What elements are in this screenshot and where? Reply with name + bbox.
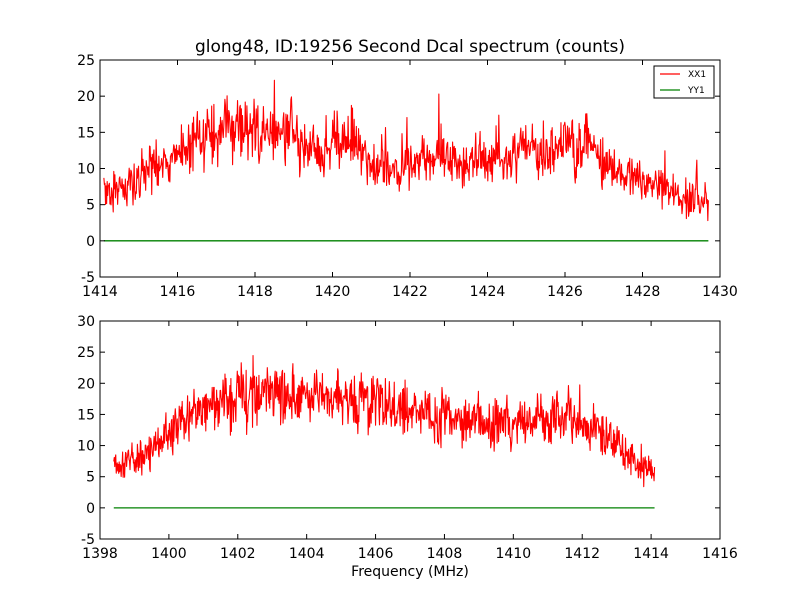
bottom-x-tick-label: 1408 — [427, 546, 463, 562]
top-y-tick-label: 0 — [86, 234, 95, 250]
bottom-x-tick-label: 1410 — [496, 546, 532, 562]
legend-xx1-label: XX1 — [688, 70, 706, 80]
bottom-plot-frame — [99, 320, 721, 540]
top-y-tick-label: 5 — [86, 198, 95, 214]
top-y-tick-label: 15 — [77, 125, 95, 141]
bottom-y-tick-label: 5 — [86, 470, 95, 486]
top-x-tick-label: 1424 — [470, 284, 506, 300]
legend-yy1-label: YY1 — [687, 86, 705, 96]
bottom-x-tick-label: 1406 — [358, 546, 394, 562]
top-x-tick-label: 1426 — [547, 284, 583, 300]
top-chart-title: glong48, ID:19256 Second Dcal spectrum (… — [195, 37, 625, 57]
bottom-y-tick-label: 15 — [77, 407, 95, 423]
legend: XX1 YY1 — [653, 65, 715, 99]
top-plot-marks — [103, 79, 709, 242]
bottom-x-tick-label: 1400 — [151, 546, 187, 562]
top-x-tick-label: 1420 — [315, 284, 351, 300]
bottom-y-tick-label: 30 — [77, 314, 95, 330]
top-y-tick-label: 25 — [77, 53, 95, 69]
bottom-x-tick-label: 1402 — [220, 546, 256, 562]
top-spectrum-plot: 1414 1416 1418 1420 1422 1424 1426 1428 1430 -5 0 5… — [77, 53, 738, 300]
top-y-tick-label: -5 — [81, 270, 95, 286]
bottom-x-tick-label: 1398 — [82, 546, 118, 562]
bottom-y-tick-label: -5 — [81, 532, 95, 548]
bottom-y-tick-label: 0 — [86, 501, 95, 517]
top-x-tick-label: 1430 — [702, 284, 738, 300]
bottom-spectrum-plot: 1398 1400 1402 1404 1406 1408 1410 1412 1414 1416… — [77, 314, 738, 562]
top-x-tick-label: 1428 — [625, 284, 661, 300]
bottom-series-line-0-line — [113, 355, 656, 488]
bottom-x-axis-label: Frequency (MHz) — [351, 564, 469, 580]
bottom-y-tick-label: 25 — [77, 345, 95, 361]
legend-box — [653, 65, 715, 99]
bottom-plot-ticks: 1398 1400 1402 1404 1406 1408 1410 1412 1414 1416… — [77, 314, 738, 562]
top-x-tick-label: 1414 — [82, 284, 118, 300]
bottom-plot-marks — [113, 355, 656, 509]
bottom-y-tick-label: 20 — [77, 376, 95, 392]
bottom-y-tick-label: 10 — [77, 439, 95, 455]
bottom-x-tick-label: 1414 — [633, 546, 669, 562]
top-plot-ticks: 1414 1416 1418 1420 1422 1424 1426 1428 1430 -5 0 5… — [77, 53, 738, 300]
bottom-x-tick-label: 1412 — [564, 546, 600, 562]
top-y-tick-label: 20 — [77, 89, 95, 105]
top-y-tick-label: 10 — [77, 162, 95, 178]
bottom-x-tick-label: 1404 — [289, 546, 325, 562]
top-series-xx1-line — [103, 79, 709, 222]
top-x-tick-label: 1416 — [160, 284, 196, 300]
top-x-tick-label: 1418 — [237, 284, 273, 300]
bottom-x-tick-label: 1416 — [702, 546, 738, 562]
top-x-tick-label: 1422 — [392, 284, 428, 300]
